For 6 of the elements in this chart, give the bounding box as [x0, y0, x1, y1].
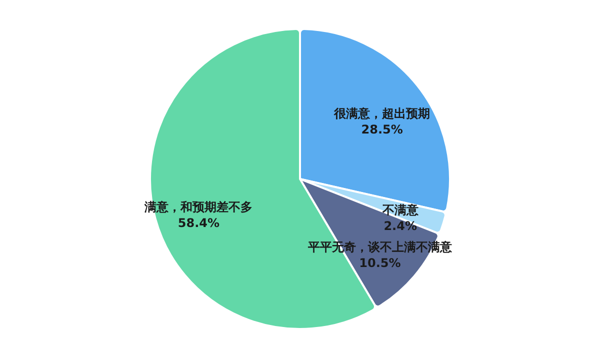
data-label: 58.4% [178, 216, 220, 230]
data-label: 2.4% [384, 218, 417, 233]
data-label: 10.5% [359, 256, 401, 270]
slice-label: 很满意，超出预期 [333, 106, 430, 120]
slice-label: 不满意 [381, 202, 420, 217]
data-label: 28.5% [361, 122, 403, 136]
